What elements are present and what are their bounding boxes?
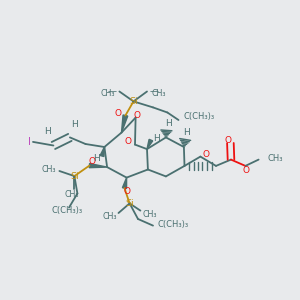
Text: Si: Si (125, 199, 134, 208)
Text: CH₃: CH₃ (42, 165, 56, 174)
Text: O: O (88, 157, 95, 166)
Text: O: O (203, 150, 210, 159)
Text: O: O (114, 110, 122, 118)
Polygon shape (100, 147, 104, 157)
Text: H: H (44, 127, 51, 136)
Text: CH₃: CH₃ (267, 154, 283, 163)
Text: I: I (28, 137, 31, 147)
Text: H: H (93, 154, 99, 163)
Polygon shape (89, 164, 107, 168)
Text: O: O (124, 188, 131, 196)
Text: CH₃: CH₃ (101, 88, 115, 98)
Text: H: H (153, 134, 160, 143)
Text: CH₃: CH₃ (64, 190, 79, 199)
Text: O: O (243, 166, 250, 175)
Text: CH₃: CH₃ (151, 88, 166, 98)
Text: C(CH₃)₃: C(CH₃)₃ (158, 220, 189, 229)
Text: —: — (150, 87, 159, 96)
Text: C(CH₃)₃: C(CH₃)₃ (184, 112, 215, 121)
Text: H: H (184, 128, 190, 137)
Text: CH₃: CH₃ (142, 210, 157, 219)
Text: Si: Si (70, 172, 79, 181)
Text: CH₃: CH₃ (103, 212, 117, 221)
Text: —: — (107, 87, 116, 96)
Text: O: O (224, 136, 232, 145)
Polygon shape (122, 178, 127, 188)
Polygon shape (147, 139, 153, 149)
Text: C(CH₃)₃: C(CH₃)₃ (52, 206, 83, 215)
Text: O: O (125, 137, 132, 146)
Polygon shape (122, 115, 128, 133)
Text: O: O (134, 111, 141, 120)
Text: H: H (165, 119, 171, 128)
Text: Si: Si (129, 97, 138, 106)
Text: H: H (72, 120, 78, 129)
